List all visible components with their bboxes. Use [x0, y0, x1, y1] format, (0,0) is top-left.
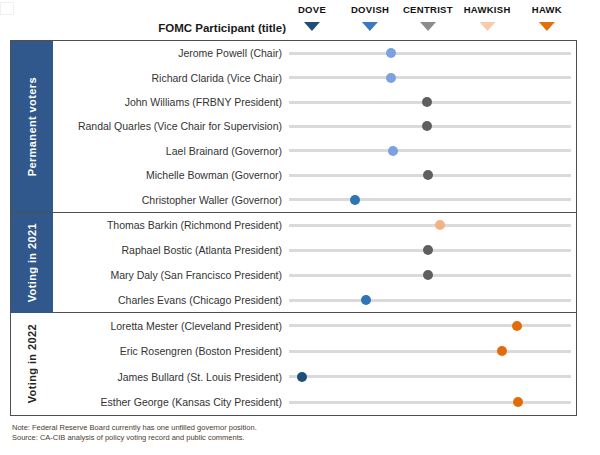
position-dot [423, 270, 433, 280]
spectrum-track [289, 76, 571, 79]
participant-row: Charles Evans (Chicago President) [53, 288, 572, 313]
chart-body: Permanent voters Jerome Powell (Chair) R… [10, 40, 577, 416]
participant-label: Loretta Mester (Cleveland President) [53, 320, 289, 332]
spectrum-track [289, 274, 571, 277]
spectrum-track [289, 299, 571, 302]
spectrum-track [289, 375, 571, 378]
spectrum-track [289, 52, 571, 55]
legend-item-hawkish: HAWKISH [464, 4, 511, 31]
section-voting-2022: Voting in 2022 Loretta Mester (Cleveland… [10, 312, 577, 416]
legend-label: DOVISH [351, 4, 389, 15]
spectrum-track [289, 224, 571, 227]
legend-label: CENTRIST [403, 4, 453, 15]
participant-label: Mary Daly (San Francisco President) [53, 269, 289, 281]
position-dot [297, 372, 307, 382]
legend-item-centrist: CENTRIST [403, 4, 453, 31]
participant-column-header: FOMC Participant (title) [0, 22, 286, 34]
spectrum-track [289, 101, 571, 104]
legend-item-dovish: DOVISH [351, 4, 389, 31]
triangle-down-icon [362, 22, 378, 31]
triangle-down-icon [539, 22, 555, 31]
participant-label: Raphael Bostic (Atlanta President) [53, 244, 289, 256]
participant-label: Eric Rosengren (Boston President) [53, 345, 289, 357]
spectrum-track [289, 401, 571, 404]
section-voting-2021: Voting in 2021 Thomas Barkin (Richmond P… [10, 212, 577, 314]
participant-label: Randal Quarles (Vice Chair for Supervisi… [53, 120, 289, 132]
spectrum-track [289, 350, 571, 353]
spectrum-track [289, 174, 571, 177]
position-dot [512, 321, 522, 331]
participant-label: Thomas Barkin (Richmond President) [53, 219, 289, 231]
section-sidebar: Voting in 2022 [11, 313, 53, 415]
position-dot [423, 170, 433, 180]
source-text: Source: CA-CIB analysis of policy voting… [12, 433, 257, 443]
section-rows: Thomas Barkin (Richmond President) Rapha… [53, 213, 576, 313]
participant-row: Christopher Waller (Governor) [53, 188, 572, 212]
position-dot [497, 346, 507, 356]
participant-label: Christopher Waller (Governor) [53, 194, 289, 206]
legend-label: HAWKISH [464, 4, 511, 15]
position-dot [386, 48, 396, 58]
section-permanent-voters: Permanent voters Jerome Powell (Chair) R… [10, 40, 577, 213]
footnotes: Note: Federal Reserve Board currently ha… [12, 423, 257, 443]
position-dot [350, 195, 360, 205]
position-dot [386, 73, 396, 83]
participant-row: Lael Brainard (Governor) [53, 139, 572, 163]
participant-row: Eric Rosengren (Boston President) [53, 339, 572, 365]
section-sidebar: Voting in 2021 [11, 213, 53, 313]
section-label: Voting in 2021 [26, 223, 38, 302]
note-text: Note: Federal Reserve Board currently ha… [12, 423, 257, 433]
participant-row: Jerome Powell (Chair) [53, 41, 572, 65]
position-dot [422, 97, 432, 107]
spectrum-track [289, 125, 571, 128]
legend-label: DOVE [298, 4, 326, 15]
legend-item-hawk: HAWK [532, 4, 562, 31]
section-sidebar: Permanent voters [11, 41, 53, 212]
participant-row: Mary Daly (San Francisco President) [53, 263, 572, 288]
position-dot [435, 220, 445, 230]
participant-label: Lael Brainard (Governor) [53, 145, 289, 157]
hawkishness-legend: DOVE DOVISH CENTRIST HAWKISH HAWK [290, 0, 572, 40]
participant-label: John Williams (FRBNY President) [53, 96, 289, 108]
position-dot [422, 121, 432, 131]
position-dot [423, 245, 433, 255]
spectrum-track [289, 149, 571, 152]
participant-row: Raphael Bostic (Atlanta President) [53, 238, 572, 263]
participant-label: James Bullard (St. Louis President) [53, 371, 289, 383]
participant-row: James Bullard (St. Louis President) [53, 364, 572, 390]
section-label: Voting in 2022 [26, 324, 38, 403]
legend-item-dove: DOVE [298, 4, 326, 31]
section-label: Permanent voters [26, 77, 38, 176]
participant-label: Richard Clarida (Vice Chair) [53, 72, 289, 84]
participant-row: Michelle Bowman (Governor) [53, 163, 572, 187]
participant-row: Loretta Mester (Cleveland President) [53, 313, 572, 339]
position-dot [361, 295, 371, 305]
position-dot [513, 397, 523, 407]
participant-row: John Williams (FRBNY President) [53, 90, 572, 114]
participant-label: Jerome Powell (Chair) [53, 47, 289, 59]
participant-row: Esther George (Kansas City President) [53, 390, 572, 416]
position-dot [388, 146, 398, 156]
corner-artifact [0, 2, 14, 15]
participant-row: Thomas Barkin (Richmond President) [53, 213, 572, 238]
spectrum-track [289, 324, 571, 327]
participant-label: Esther George (Kansas City President) [53, 396, 289, 408]
section-rows: Jerome Powell (Chair) Richard Clarida (V… [53, 41, 576, 212]
triangle-down-icon [420, 22, 436, 31]
legend-label: HAWK [532, 4, 562, 15]
participant-label: Charles Evans (Chicago President) [53, 294, 289, 306]
participant-label: Michelle Bowman (Governor) [53, 169, 289, 181]
triangle-down-icon [479, 22, 495, 31]
participant-row: Randal Quarles (Vice Chair for Supervisi… [53, 114, 572, 138]
spectrum-track [289, 249, 571, 252]
participant-row: Richard Clarida (Vice Chair) [53, 65, 572, 89]
spectrum-track [289, 198, 571, 201]
fomc-dove-hawk-chart: FOMC Participant (title) DOVE DOVISH CEN… [0, 0, 600, 455]
section-rows: Loretta Mester (Cleveland President) Eri… [53, 313, 576, 415]
triangle-down-icon [304, 22, 320, 31]
